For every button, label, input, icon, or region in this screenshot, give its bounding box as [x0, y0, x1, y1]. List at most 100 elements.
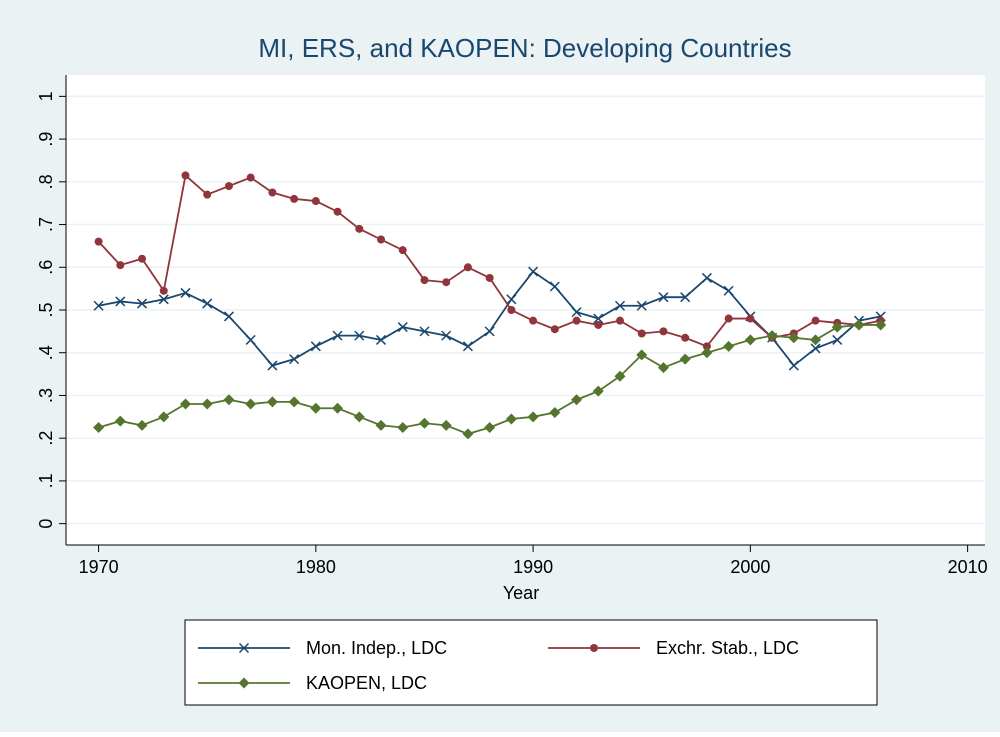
data-point [507, 306, 516, 314]
data-point [571, 307, 582, 318]
data-point [592, 385, 604, 397]
data-point [723, 340, 735, 352]
data-point [441, 330, 452, 341]
data-point [485, 273, 494, 282]
data-point [788, 332, 800, 344]
data-point [659, 327, 668, 336]
data-point [332, 402, 344, 414]
data-point [723, 285, 734, 296]
data-point [550, 325, 559, 334]
data-point [310, 402, 322, 414]
x-tick-label: 1980 [296, 557, 336, 577]
data-point [93, 422, 105, 433]
data-point [114, 415, 126, 427]
data-point [420, 276, 429, 285]
x-tick-label: 2000 [730, 557, 770, 577]
data-point [245, 398, 257, 410]
data-point [810, 334, 822, 346]
data-point [310, 341, 321, 352]
data-point [311, 197, 320, 206]
x-tick-label: 1990 [513, 557, 553, 577]
data-point [549, 407, 561, 419]
data-point [355, 224, 364, 233]
data-point [810, 343, 821, 354]
data-point [138, 254, 147, 263]
data-point [418, 417, 430, 429]
data-point [246, 173, 255, 182]
data-point [398, 246, 407, 255]
data-point [288, 396, 300, 408]
data-point [440, 419, 452, 431]
data-point [202, 298, 213, 309]
data-point [701, 347, 713, 359]
data-point [506, 294, 517, 305]
data-point [442, 278, 451, 287]
data-point [332, 330, 343, 341]
data-point [766, 330, 778, 342]
legend-marker [590, 644, 598, 652]
data-point [657, 362, 669, 374]
data-point [701, 272, 712, 283]
data-point [616, 316, 625, 325]
y-tick-label: .3 [36, 388, 56, 403]
data-point [875, 319, 887, 331]
data-point [116, 261, 125, 270]
data-point [549, 281, 560, 292]
legend-label: Mon. Indep., LDC [306, 638, 447, 658]
data-point [571, 394, 583, 406]
data-point [527, 411, 539, 423]
y-tick-label: .5 [36, 302, 56, 317]
y-tick-label: .2 [36, 431, 56, 446]
data-point [397, 322, 408, 333]
chart-title: MI, ERS, and KAOPEN: Developing Countrie… [258, 33, 791, 63]
data-point [484, 422, 496, 433]
data-point [658, 292, 669, 303]
data-point [462, 428, 474, 440]
legend-marker [238, 642, 250, 654]
y-tick-label: .7 [36, 217, 56, 232]
data-point [159, 286, 168, 295]
data-point [180, 287, 191, 298]
y-tick-label: .8 [36, 174, 56, 189]
y-tick-label: .6 [36, 260, 56, 275]
data-point [245, 334, 256, 345]
data-point [223, 394, 235, 406]
data-point [137, 298, 148, 309]
data-point [223, 311, 234, 322]
y-tick-label: 1 [36, 91, 56, 101]
data-point [377, 235, 386, 244]
data-point [811, 316, 820, 325]
data-point [93, 300, 104, 311]
data-point [158, 411, 170, 423]
data-point [266, 396, 278, 408]
data-point [179, 398, 191, 410]
data-point [614, 300, 626, 311]
data-point [290, 194, 299, 203]
data-point [289, 354, 300, 365]
legend-label: KAOPEN, LDC [306, 673, 427, 693]
data-point [268, 188, 277, 197]
data-point [463, 263, 472, 272]
legend [184, 619, 878, 706]
y-tick-label: .9 [36, 132, 56, 147]
data-point [853, 319, 865, 331]
data-point [679, 353, 691, 365]
data-point [831, 321, 843, 333]
legend-marker [238, 677, 250, 689]
data-point [224, 182, 233, 191]
data-point [788, 360, 799, 371]
data-point [832, 334, 843, 345]
data-point [267, 360, 278, 371]
x-tick-label: 1970 [79, 557, 119, 577]
data-point [462, 341, 473, 352]
data-point [484, 326, 495, 337]
data-point [746, 314, 755, 323]
data-point [203, 190, 212, 199]
x-axis-title: Year [503, 583, 539, 603]
data-point [572, 316, 581, 325]
data-point [724, 314, 733, 323]
data-point [375, 419, 387, 431]
data-point [681, 333, 690, 342]
data-point [201, 398, 213, 410]
